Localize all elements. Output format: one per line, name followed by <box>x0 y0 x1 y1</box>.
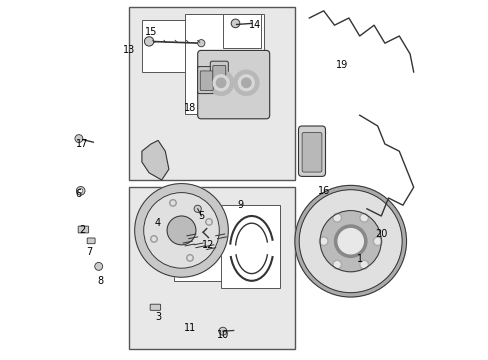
Circle shape <box>359 213 368 222</box>
Circle shape <box>213 75 228 91</box>
Circle shape <box>233 70 258 95</box>
Text: 18: 18 <box>184 103 196 113</box>
Bar <box>129 187 294 349</box>
Bar <box>174 214 231 281</box>
Circle shape <box>238 75 254 91</box>
FancyBboxPatch shape <box>197 50 269 119</box>
Circle shape <box>373 237 381 246</box>
Bar <box>129 7 294 180</box>
Bar <box>142 20 208 72</box>
Text: 9: 9 <box>237 200 244 210</box>
Text: 14: 14 <box>249 20 261 30</box>
Circle shape <box>79 189 82 193</box>
Text: 7: 7 <box>86 247 93 257</box>
Circle shape <box>197 40 204 47</box>
Circle shape <box>134 184 228 277</box>
FancyBboxPatch shape <box>210 61 228 88</box>
Circle shape <box>334 215 339 221</box>
Text: 12: 12 <box>202 240 214 250</box>
Bar <box>221 205 280 288</box>
Text: 15: 15 <box>144 27 157 37</box>
Circle shape <box>320 238 326 244</box>
Text: 3: 3 <box>155 312 161 322</box>
Circle shape <box>194 205 201 212</box>
Text: 4: 4 <box>155 218 161 228</box>
Circle shape <box>361 262 366 267</box>
Circle shape <box>320 211 381 272</box>
Circle shape <box>374 238 380 244</box>
Text: 17: 17 <box>76 139 88 149</box>
Circle shape <box>319 237 327 246</box>
Circle shape <box>76 186 85 195</box>
Circle shape <box>332 213 341 222</box>
FancyBboxPatch shape <box>87 238 95 244</box>
Text: 16: 16 <box>317 186 329 196</box>
Text: 2: 2 <box>79 225 85 235</box>
Text: 8: 8 <box>97 276 103 286</box>
Circle shape <box>143 193 219 268</box>
Circle shape <box>186 255 193 261</box>
Text: 20: 20 <box>374 229 386 239</box>
Circle shape <box>216 78 225 87</box>
Circle shape <box>188 256 191 260</box>
Circle shape <box>361 215 366 221</box>
Circle shape <box>144 37 153 46</box>
Circle shape <box>334 262 339 267</box>
Circle shape <box>167 216 196 245</box>
Circle shape <box>75 135 82 143</box>
Text: 1: 1 <box>356 254 362 264</box>
Text: 19: 19 <box>335 60 347 70</box>
Circle shape <box>152 237 156 241</box>
Circle shape <box>171 201 174 205</box>
Circle shape <box>150 236 157 242</box>
Text: 5: 5 <box>198 211 204 221</box>
FancyBboxPatch shape <box>212 66 225 85</box>
FancyBboxPatch shape <box>150 304 160 310</box>
Circle shape <box>207 220 210 224</box>
Circle shape <box>219 327 226 335</box>
Circle shape <box>241 78 250 87</box>
Circle shape <box>208 70 233 95</box>
FancyBboxPatch shape <box>197 67 215 94</box>
Text: 13: 13 <box>123 45 135 55</box>
Circle shape <box>359 260 368 269</box>
FancyBboxPatch shape <box>302 132 321 172</box>
Bar <box>223 14 260 48</box>
Polygon shape <box>142 140 168 180</box>
Circle shape <box>95 262 102 270</box>
Text: 6: 6 <box>76 189 82 199</box>
FancyBboxPatch shape <box>200 71 213 90</box>
Bar <box>185 14 264 114</box>
FancyBboxPatch shape <box>78 226 88 233</box>
Circle shape <box>337 229 363 254</box>
Circle shape <box>332 260 341 269</box>
FancyBboxPatch shape <box>298 126 325 176</box>
Circle shape <box>334 225 366 257</box>
Text: 11: 11 <box>184 323 196 333</box>
Circle shape <box>169 200 176 206</box>
Circle shape <box>300 191 400 292</box>
Circle shape <box>231 19 239 28</box>
Text: 10: 10 <box>216 330 228 340</box>
Circle shape <box>294 185 406 297</box>
Circle shape <box>205 219 212 225</box>
